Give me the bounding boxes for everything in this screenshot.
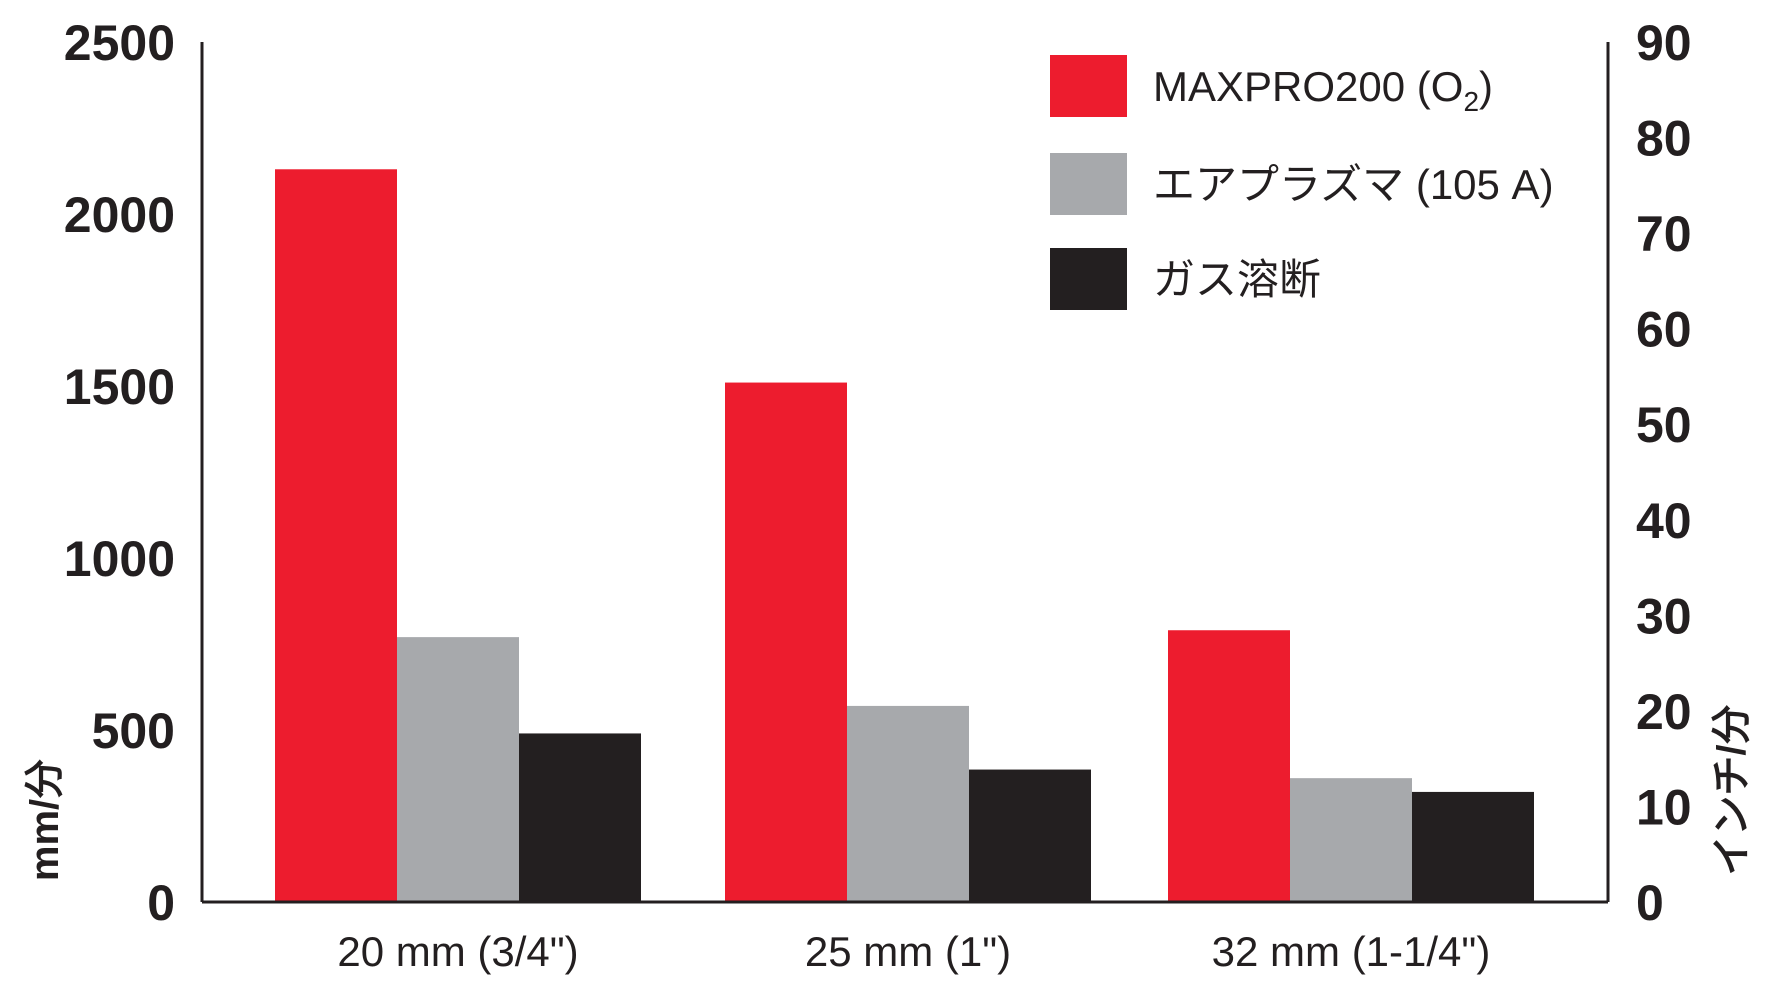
bars-group: [275, 169, 1534, 902]
bar-1-1: [275, 169, 397, 902]
bar-1-3: [1168, 630, 1290, 902]
legend-swatch-3: [1050, 248, 1127, 310]
y-axis-label-right: インチ/分: [1710, 704, 1754, 875]
y-tick-label-right: 50: [1636, 397, 1692, 453]
bar-3-3: [1412, 791, 1534, 902]
bar-2-3: [1290, 778, 1412, 902]
y-tick-label-left: 1000: [64, 531, 175, 587]
y-tick-label-right: 0: [1636, 875, 1664, 931]
y-tick-label-right: 10: [1636, 779, 1692, 835]
y-tick-label-left: 2500: [64, 15, 175, 71]
y-tick-label-left: 1500: [64, 359, 175, 415]
y-tick-label-right: 80: [1636, 111, 1692, 167]
y-tick-label-right: 30: [1636, 588, 1692, 644]
y-tick-labels-right: 0 10 20 30 40 50 60 70 80 90: [1636, 15, 1692, 931]
legend-label-3: ガス溶断: [1153, 256, 1321, 303]
x-tick-label: 32 mm (1-1/4"): [1212, 928, 1491, 975]
x-tick-labels: 20 mm (3/4") 25 mm (1") 32 mm (1-1/4"): [337, 928, 1490, 975]
y-tick-label-right: 20: [1636, 684, 1692, 740]
y-tick-labels-left: 0 500 1000 1500 2000 2500: [64, 15, 175, 931]
bar-1-2: [725, 382, 847, 902]
legend-swatch-1: [1050, 55, 1127, 117]
bar-3-1: [519, 733, 641, 902]
legend-label-2: エアプラズマ (105 A): [1153, 161, 1554, 208]
x-tick-label: 25 mm (1"): [805, 928, 1011, 975]
y-tick-label-right: 60: [1636, 302, 1692, 358]
y-tick-label-left: 2000: [64, 187, 175, 243]
bar-2-1: [397, 637, 519, 902]
y-tick-label-right: 70: [1636, 206, 1692, 262]
y-tick-label-left: 0: [147, 875, 175, 931]
y-tick-label-left: 500: [92, 703, 175, 759]
bar-2-2: [847, 705, 969, 902]
y-tick-label-right: 90: [1636, 15, 1692, 71]
legend-label-1: MAXPRO200 (O2): [1153, 63, 1493, 117]
legend-swatch-2: [1050, 153, 1127, 215]
x-tick-label: 20 mm (3/4"): [337, 928, 578, 975]
legend: MAXPRO200 (O2) エアプラズマ (105 A) ガス溶断: [1050, 55, 1554, 310]
y-tick-label-right: 40: [1636, 493, 1692, 549]
bar-3-2: [969, 769, 1091, 902]
y-axis-label-left: mm/分: [23, 759, 67, 881]
